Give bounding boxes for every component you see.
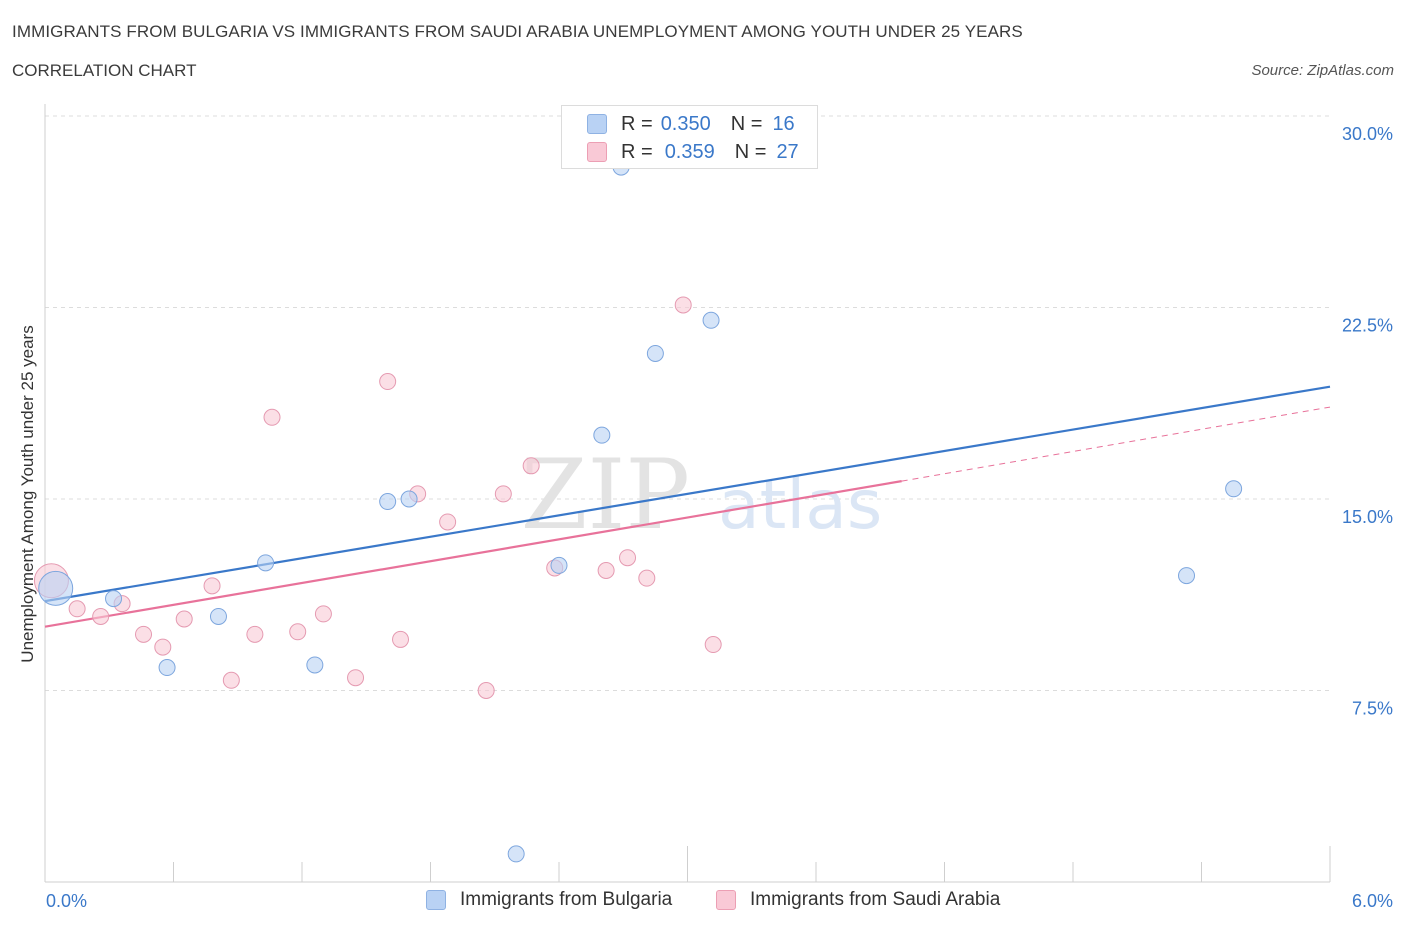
r-value: 0.359 [664,140,715,163]
chart-subtitle: CORRELATION CHART [12,61,197,80]
y-tick-label: 30.0% [1342,124,1393,144]
data-point-bulgaria [702,311,720,329]
data-point-saudi [494,485,512,503]
data-point-saudi [439,513,457,531]
data-point-saudi [477,682,495,699]
data-point-saudi [638,569,656,587]
bulgaria-swatch [587,114,607,134]
legend-label-bulgaria: Immigrants from Bulgaria [460,889,673,910]
r-label: R = [621,140,653,163]
chart-title: IMMIGRANTS FROM BULGARIA VS IMMIGRANTS F… [12,22,1023,41]
legend-item-saudi[interactable]: Immigrants from Saudi Arabia [716,889,1000,911]
bulgaria-swatch [426,890,446,910]
gridlines [45,115,1330,691]
n-value: 16 [772,112,795,135]
data-point-saudi [92,607,110,625]
data-point-bulgaria [550,556,568,574]
data-point-saudi [674,296,692,314]
data-point-saudi [175,610,193,628]
axes [44,104,1331,883]
legend-label-saudi: Immigrants from Saudi Arabia [750,889,1001,910]
data-point-saudi [222,671,240,689]
data-point-bulgaria [209,607,227,625]
data-point-bulgaria [593,426,611,444]
data-point-bulgaria [38,570,74,606]
tick-labels: 7.5% 15.0% 22.5% 30.0% 0.0% 6.0% [46,124,1393,911]
data-point-saudi [135,625,153,643]
y-tick-label: 7.5% [1352,699,1393,719]
data-point-bulgaria [400,490,418,508]
stats-row-bulgaria: R = 0.350 N = 16 [587,111,795,137]
data-point-saudi [392,630,410,648]
trend-line-saudi-extension [901,406,1331,482]
data-point-bulgaria [105,590,123,608]
data-point-saudi [704,636,722,654]
watermark-atlas: atlas [718,466,882,545]
data-point-saudi [619,549,637,567]
data-point-saudi [597,561,615,579]
data-point-saudi [68,600,86,618]
n-label: N = [730,112,763,135]
y-tick-label: 22.5% [1342,316,1393,336]
data-point-saudi [314,605,332,623]
data-point-saudi [522,457,540,475]
data-point-bulgaria [379,493,397,511]
trend-line-bulgaria [44,385,1331,603]
x-tick-label: 0.0% [46,891,87,911]
series-legend: Immigrants from Bulgaria Immigrants from… [0,889,1406,915]
data-point-bulgaria [646,344,664,362]
watermark-zip: ZIP [521,439,690,551]
data-point-saudi [379,373,397,391]
trend-line-saudi [44,480,902,628]
data-point-saudi [289,623,307,641]
data-point-saudi [347,669,365,687]
data-point-saudi [203,577,221,595]
n-label: N = [734,140,767,163]
data-point-saudi [263,408,281,426]
data-point-bulgaria [158,659,176,677]
data-point-bulgaria [257,554,275,572]
legend-item-bulgaria[interactable]: Immigrants from Bulgaria [426,889,672,911]
r-label: R = [621,112,653,135]
data-point-saudi [246,625,264,643]
data-point-bulgaria [1225,480,1243,498]
stats-legend: R = 0.350 N = 16 R = 0.359 N = 27 [561,105,818,169]
data-point-saudi [154,638,172,656]
data-point-bulgaria [507,845,525,863]
r-value: 0.350 [660,112,711,135]
n-value: 27 [776,140,799,163]
saudi-swatch [716,890,736,910]
saudi-swatch [587,142,607,162]
data-point-bulgaria [1178,567,1196,585]
source-credit: Source: ZipAtlas.com [1251,62,1394,79]
stats-row-saudi: R = 0.359 N = 27 [587,139,799,165]
data-point-bulgaria [306,656,324,674]
y-tick-label: 15.0% [1342,507,1393,527]
x-tick-label: 6.0% [1352,891,1393,911]
